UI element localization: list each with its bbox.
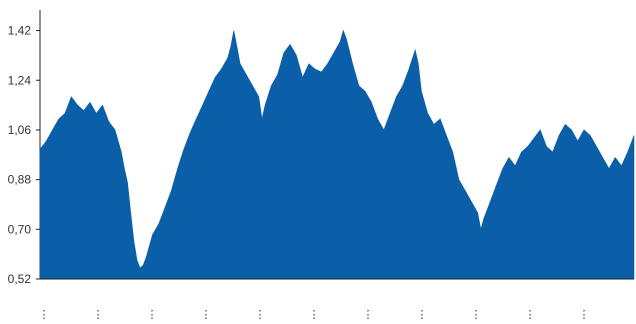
x-tick-label: ⋮ — [39, 309, 50, 321]
x-tick-label: ⋮ — [579, 309, 590, 321]
x-tick-label: ⋮ — [417, 309, 428, 321]
y-tick-label: 1,42 — [8, 24, 32, 38]
x-axis: ⋮ ⋮ ⋮ ⋮ ⋮ ⋮ ⋮ ⋮ ⋮ ⋮ ⋮ — [39, 278, 634, 321]
y-tick-label: 1,06 — [8, 123, 32, 137]
x-tick-label: ⋮ — [363, 309, 374, 321]
y-tick-label: 0,52 — [8, 272, 32, 286]
y-tick-label: 1,24 — [8, 73, 32, 87]
y-tick-label: 0,70 — [8, 222, 32, 236]
y-tick-label: 0,88 — [8, 173, 32, 187]
series-layer — [39, 29, 635, 280]
x-tick-label: ⋮ — [93, 309, 104, 321]
x-tick-label: ⋮ — [471, 309, 482, 321]
x-tick-label: ⋮ — [309, 309, 320, 321]
series-area — [39, 29, 635, 280]
x-tick-label: ⋮ — [201, 309, 212, 321]
x-tick-label: ⋮ — [525, 309, 536, 321]
y-axis: 0,52 0,70 0,88 1,06 1,24 1,42 — [8, 10, 41, 286]
x-tick-label: ⋮ — [147, 309, 158, 321]
x-tick-label: ⋮ — [255, 309, 266, 321]
